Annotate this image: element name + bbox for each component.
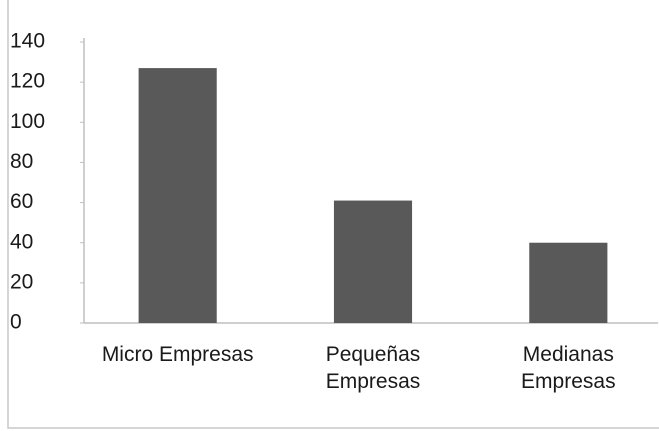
bar	[529, 242, 608, 323]
y-tick-label: 140	[10, 30, 45, 53]
y-tick-label: 100	[10, 110, 45, 133]
y-tick-label: 20	[10, 270, 33, 293]
y-tick-label: 80	[10, 150, 33, 173]
x-tick-label: Micro Empresas	[101, 343, 254, 366]
x-tick-label: Pequeñas Empresas	[325, 343, 421, 393]
y-tick-label: 0	[10, 311, 22, 334]
y-tick-label: 40	[10, 230, 33, 253]
y-tick-label: 60	[10, 190, 33, 213]
x-tick-label: Medianas Empresas	[521, 343, 616, 393]
bar	[333, 200, 413, 323]
bar	[138, 68, 217, 323]
y-tick-label: 120	[10, 70, 45, 93]
chart-frame	[7, 0, 659, 429]
